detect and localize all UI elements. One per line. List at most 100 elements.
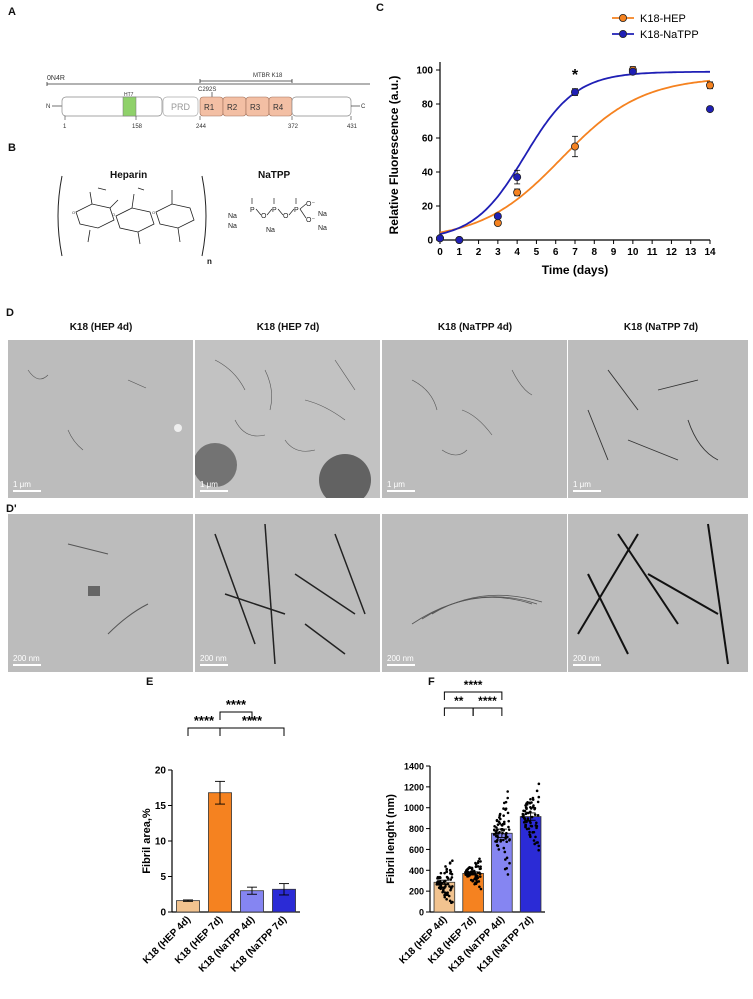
scatter-point <box>446 891 449 895</box>
data-point-k18-natpp <box>705 105 714 114</box>
scatter-point <box>471 879 474 883</box>
scatter-point <box>479 860 482 863</box>
x-category-label: K18 (NaTPP 7d) <box>229 914 289 974</box>
em-title-hep-4d: K18 (HEP 4d) <box>69 322 133 333</box>
significance-label: ** <box>454 694 464 708</box>
scatter-point <box>496 844 500 848</box>
scatter-point <box>535 826 538 830</box>
data-point-k18-hep <box>705 81 714 90</box>
natpp-na-4: Na <box>266 227 275 234</box>
scatter-point <box>504 834 508 838</box>
position-431: 431 <box>347 124 358 130</box>
chart-f-fibril-length: 0 200 400 600 800 1000 1200 1400 Fibril lenght (… <box>385 680 545 975</box>
legend-label-k18-hep: K18-HEP <box>640 13 686 25</box>
bar-0 <box>176 900 200 913</box>
scatter-point <box>439 881 443 885</box>
scatter-point <box>445 867 449 871</box>
scatter-point <box>503 867 507 871</box>
natpp-o-minus-1: O⁻ <box>306 201 315 208</box>
scatter-point <box>535 821 538 825</box>
y-tick-label: 600 <box>409 845 424 855</box>
mutation-label: C292S <box>198 87 216 93</box>
scatter-point <box>529 805 532 809</box>
scatter-point <box>478 872 482 876</box>
y-tick-label: 5 <box>160 872 166 883</box>
scatter-point <box>439 871 443 875</box>
scatter-point <box>466 875 469 878</box>
y-tick-label: 400 <box>409 866 424 876</box>
significance-bracket <box>443 691 503 700</box>
scatter-point <box>468 866 471 869</box>
scatter-point <box>506 873 510 876</box>
y-tick-label: 40 <box>422 168 434 179</box>
scatter-point <box>443 871 446 875</box>
scatter-point <box>534 835 537 839</box>
scale-bar-1um-3: 1 μm <box>387 480 415 492</box>
natpp-o-minus-2: O⁻ <box>306 217 315 224</box>
significance-bracket <box>187 727 221 736</box>
y-axis-label: Fibril lenght (nm) <box>385 794 397 884</box>
bar-2 <box>491 832 513 913</box>
significance-bracket <box>443 707 474 716</box>
position-244: 244 <box>196 124 207 130</box>
scatter-point <box>500 824 504 827</box>
c-terminus-label: C <box>361 104 366 110</box>
scatter-point <box>536 841 539 844</box>
em-title-natpp-7d: K18 (NaTPP 7d) <box>623 322 699 333</box>
y-tick-label: 60 <box>422 134 434 145</box>
scatter-point <box>450 876 454 879</box>
em-image-natpp-4d-low: 1 μm <box>382 340 567 498</box>
scatter-point <box>478 875 482 878</box>
scatter-point <box>507 819 511 823</box>
scatter-point <box>504 807 508 810</box>
heparin-title: Heparin <box>110 170 147 181</box>
panel-letter-f: F <box>428 676 435 688</box>
natpp-na-5: Na <box>318 225 327 232</box>
significance-label: **** <box>226 697 247 712</box>
heparin-rings <box>75 187 195 245</box>
repeat-r4-label: R4 <box>273 103 284 112</box>
ht7-label: HT7 <box>124 92 134 98</box>
scatter-point <box>507 828 511 831</box>
natpp-na-1: Na <box>228 213 237 220</box>
natpp-o-bridge-1: O <box>261 213 267 220</box>
y-tick-label: 0 <box>160 908 166 919</box>
scatter-point <box>479 865 482 868</box>
y-tick-label: 200 <box>409 887 424 897</box>
scatter-point <box>445 897 448 901</box>
scatter-point <box>537 848 540 852</box>
y-tick-label: 0 <box>419 908 424 918</box>
data-point-k18-hep <box>570 142 579 151</box>
scatter-point <box>499 817 502 821</box>
data-point-k18-hep <box>493 218 502 227</box>
scatter-point <box>505 840 509 844</box>
scatter-point <box>465 869 468 872</box>
natpp-title: NaTPP <box>258 170 291 181</box>
significance-bracket <box>219 711 253 720</box>
scatter-point <box>494 840 497 843</box>
y-tick-label: 80 <box>422 100 434 111</box>
natpp-na-3: Na <box>228 223 237 230</box>
c-terminal-domain <box>291 96 352 117</box>
data-point-k18-natpp <box>513 173 522 182</box>
heparin-bracket-left <box>57 175 63 257</box>
scale-bar-200nm-3: 200 nm <box>387 654 415 666</box>
em-image-hep-7d-low: 1 μm <box>195 340 380 498</box>
em-image-hep-4d-low: 1 μm <box>8 340 193 498</box>
scatter-point <box>436 875 440 879</box>
scatter-point <box>504 800 508 804</box>
scatter-point <box>503 850 507 854</box>
x-tick-label: 9 <box>611 247 617 258</box>
n-terminus-label: N <box>46 104 50 110</box>
scatter-point <box>448 868 452 872</box>
natpp-p-1: P <box>250 207 255 214</box>
scatter-point <box>537 844 541 848</box>
x-category-label: K18 (NaTPP 4d) <box>197 914 257 974</box>
scatter-point <box>479 867 482 870</box>
scatter-point <box>535 789 539 793</box>
scatter-point <box>526 800 529 804</box>
scale-bar-1um-4: 1 μm <box>573 480 601 492</box>
scatter-point <box>437 886 441 889</box>
x-tick-label: 12 <box>666 247 678 258</box>
